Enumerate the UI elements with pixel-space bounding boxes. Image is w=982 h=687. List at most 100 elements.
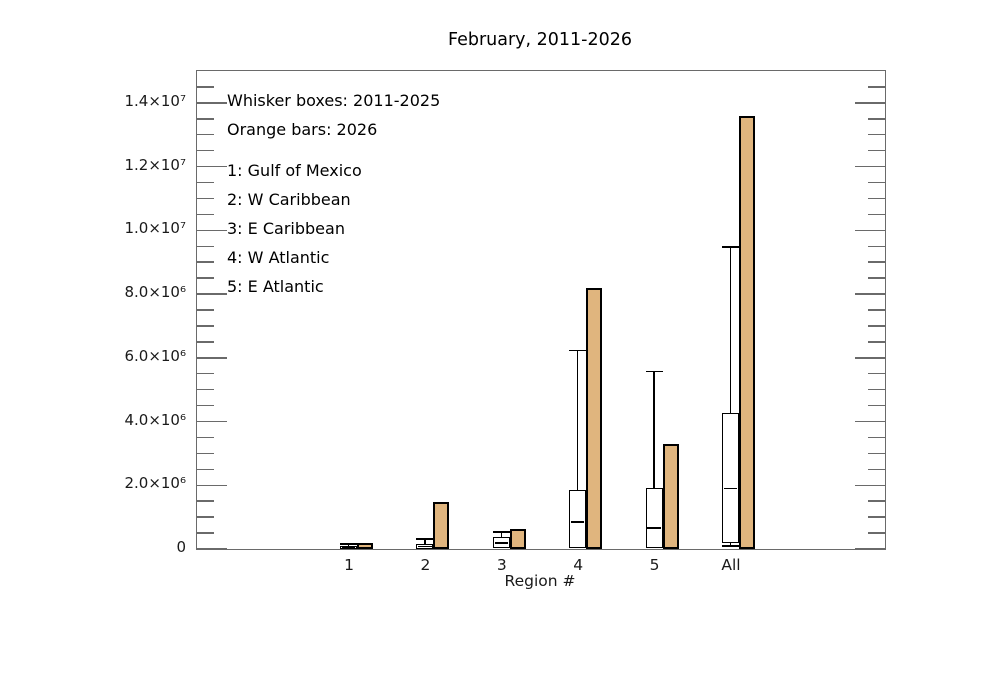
y-minor-tick xyxy=(868,500,885,502)
whisker-box-region-5 xyxy=(645,487,663,548)
y-minor-tick xyxy=(197,245,214,248)
legend-region-2: 2: W Caribbean xyxy=(227,190,351,209)
y-minor-tick xyxy=(868,516,885,518)
bar-2026-region-4 xyxy=(586,288,603,549)
whisker-upper-cap xyxy=(492,530,510,533)
y-minor-tick xyxy=(868,309,885,311)
whisker-upper-line xyxy=(729,247,732,414)
whisker-box-region-All xyxy=(722,413,739,543)
y-major-tick xyxy=(855,165,885,168)
y-minor-tick xyxy=(197,118,214,120)
y-minor-tick xyxy=(197,213,214,216)
x-tick-label: 5 xyxy=(649,556,660,574)
chart-title: February, 2011-2026 xyxy=(447,30,633,50)
y-major-tick xyxy=(197,102,227,104)
y-minor-tick xyxy=(197,181,214,184)
y-minor-tick xyxy=(868,532,885,534)
x-tick-label: 2 xyxy=(420,556,431,574)
y-major-tick xyxy=(197,484,227,487)
y-major-tick xyxy=(855,293,885,295)
y-minor-tick xyxy=(868,277,885,279)
whisker-upper-line xyxy=(347,543,350,547)
y-minor-tick xyxy=(868,245,885,248)
whisker-box-region-4 xyxy=(569,489,587,548)
y-major-tick xyxy=(855,420,885,423)
whisker-upper-cap xyxy=(416,537,434,540)
y-minor-tick xyxy=(197,309,214,311)
median-line-region-3 xyxy=(494,542,508,544)
y-minor-tick xyxy=(868,404,885,407)
x-tick-label: All xyxy=(721,556,741,574)
whisker-upper-line xyxy=(424,538,426,544)
y-minor-tick xyxy=(868,468,885,471)
y-minor-tick xyxy=(197,325,214,327)
y-minor-tick xyxy=(197,452,214,455)
y-minor-tick xyxy=(868,197,885,200)
y-major-tick xyxy=(197,293,227,295)
x-tick-label: 3 xyxy=(496,556,507,574)
whisker-upper-cap xyxy=(340,543,357,545)
y-major-tick xyxy=(855,102,885,104)
y-minor-tick xyxy=(197,436,214,439)
y-minor-tick xyxy=(868,436,885,439)
y-tick-label: 8.0×10⁶ xyxy=(124,283,186,302)
bar-2026-region-3 xyxy=(509,528,526,549)
y-minor-tick xyxy=(197,149,214,152)
y-minor-tick xyxy=(197,532,214,534)
whisker-lower-line xyxy=(729,542,732,546)
whisker-upper-line xyxy=(500,531,503,537)
y-minor-tick xyxy=(197,341,214,343)
y-major-tick xyxy=(197,420,227,423)
median-line-region-4 xyxy=(571,521,585,523)
whisker-upper-line xyxy=(576,350,579,490)
y-minor-tick xyxy=(197,372,214,375)
y-major-tick xyxy=(197,357,227,359)
legend-region-4: 4: W Atlantic xyxy=(227,248,330,267)
whisker-upper-cap xyxy=(722,246,739,249)
y-minor-tick xyxy=(197,500,214,502)
y-major-tick xyxy=(855,229,885,232)
y-minor-tick xyxy=(197,197,214,200)
y-tick-label: 1.0×10⁷ xyxy=(124,219,186,238)
x-tick-label: 4 xyxy=(573,556,584,574)
legend-region-3: 3: E Caribbean xyxy=(227,219,345,238)
y-minor-tick xyxy=(868,388,885,391)
y-minor-tick xyxy=(197,86,214,88)
y-axis-label: Wet biomass (metric tons) xyxy=(0,149,2,349)
y-minor-tick xyxy=(197,468,214,471)
whisker-upper-cap xyxy=(569,349,587,352)
y-tick-label: 4.0×10⁶ xyxy=(124,410,186,429)
bar-2026-region-1 xyxy=(357,542,373,549)
legend-bar-note: Orange bars: 2026 xyxy=(227,120,378,139)
y-minor-tick xyxy=(868,86,885,88)
y-minor-tick xyxy=(868,341,885,343)
whisker-upper-cap xyxy=(645,370,663,373)
y-tick-label: 2.0×10⁶ xyxy=(124,474,186,493)
y-tick-label: 1.4×10⁷ xyxy=(124,91,186,110)
bar-2026-region-5 xyxy=(662,443,679,549)
y-major-tick xyxy=(855,484,885,487)
y-major-tick xyxy=(197,229,227,232)
y-minor-tick xyxy=(868,181,885,184)
y-major-tick xyxy=(197,165,227,168)
y-tick-label: 1.2×10⁷ xyxy=(124,155,186,174)
y-minor-tick xyxy=(197,404,214,407)
y-minor-tick xyxy=(868,149,885,152)
y-minor-tick xyxy=(868,325,885,327)
y-tick-label: 0 xyxy=(176,538,186,556)
y-minor-tick xyxy=(197,261,214,263)
bar-2026-region-2 xyxy=(433,501,450,549)
y-major-tick xyxy=(855,357,885,359)
y-minor-tick xyxy=(197,388,214,391)
y-minor-tick xyxy=(868,213,885,216)
x-axis-label: Region # xyxy=(504,572,576,590)
whisker-upper-line xyxy=(653,371,655,488)
y-minor-tick xyxy=(868,261,885,263)
y-minor-tick xyxy=(197,516,214,518)
bar-2026-region-All xyxy=(739,115,755,549)
legend-region-1: 1: Gulf of Mexico xyxy=(227,161,362,180)
y-minor-tick xyxy=(868,452,885,455)
median-line-region-All xyxy=(723,487,738,490)
y-major-tick xyxy=(855,548,885,550)
